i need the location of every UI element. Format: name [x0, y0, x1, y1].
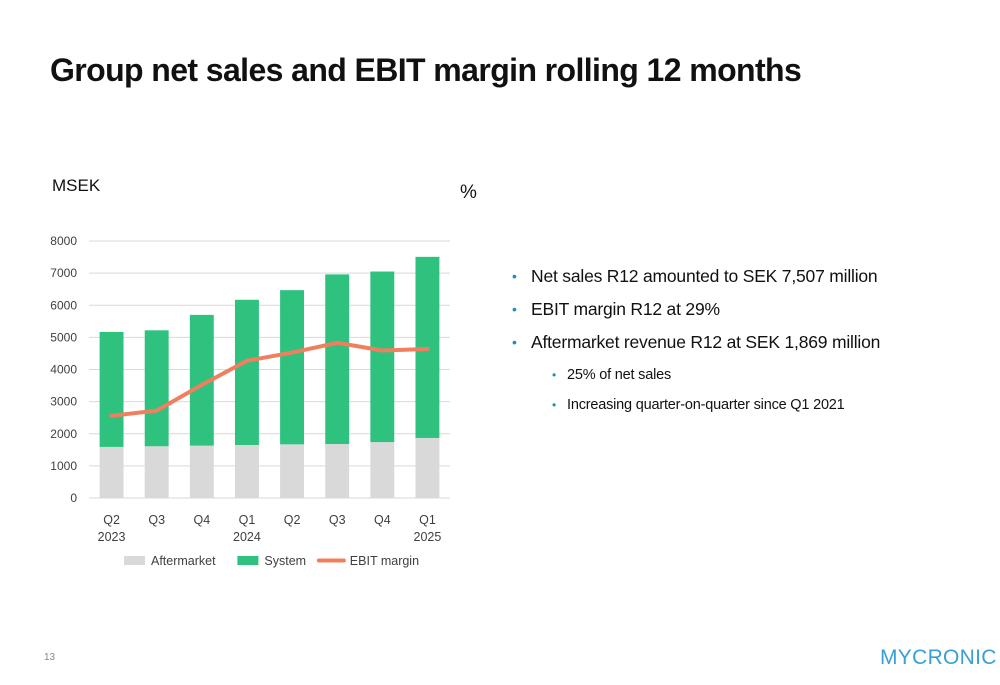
bar-aftermarket [280, 444, 305, 498]
bullet-text: 25% of net sales [567, 367, 672, 383]
y-tick-left: 2000 [50, 427, 77, 441]
y-tick-left: 6000 [50, 298, 77, 312]
y-tick-left: 4000 [50, 363, 77, 377]
bullet-ebit-margin: • EBIT margin R12 at 29% [512, 299, 880, 319]
legend-swatch-aftermarket [124, 556, 145, 565]
company-logo: MYCRONIC [880, 646, 997, 669]
y-tick-left: 7000 [50, 266, 77, 280]
sub-bullet-share: • 25% of net sales [552, 365, 880, 385]
bar-system [370, 271, 395, 443]
x-tick-label: Q1 [239, 513, 256, 527]
bullet-text: Net sales R12 amounted to SEK 7,507 mill… [531, 266, 878, 286]
right-axis-title: % [460, 182, 477, 203]
left-axis-title: MSEK [52, 176, 101, 195]
x-tick-year: 2025 [414, 530, 442, 544]
page-title: Group net sales and EBIT margin rolling … [50, 52, 802, 88]
legend-label: System [264, 554, 306, 568]
sales-ebit-chart: 0100020003000400050006000700080000510152… [50, 234, 450, 568]
x-tick-label: Q2 [103, 513, 120, 527]
bar-system [99, 331, 124, 447]
page-number: 13 [44, 652, 56, 663]
bar-system [325, 274, 350, 445]
ebit-margin-line [109, 340, 430, 418]
bullet-dot-icon: • [552, 398, 557, 412]
bar-aftermarket [189, 445, 214, 498]
bar-system [189, 314, 214, 446]
bar-system [280, 290, 305, 445]
y-tick-left: 5000 [50, 330, 77, 344]
bullet-dot-icon: • [512, 301, 517, 317]
legend-swatch-system [237, 556, 259, 565]
bullet-text: EBIT margin R12 at 29% [531, 299, 720, 319]
legend-label: EBIT margin [350, 554, 419, 568]
legend-label: Aftermarket [151, 554, 216, 568]
bullet-net-sales: • Net sales R12 amounted to SEK 7,507 mil… [512, 266, 880, 286]
bullet-text: Aftermarket revenue R12 at SEK 1,869 mil… [531, 332, 881, 352]
bullet-aftermarket-revenue: • Aftermarket revenue R12 at SEK 1,869 mi… [512, 332, 880, 352]
bar-aftermarket [144, 446, 169, 498]
key-points-list: • Net sales R12 amounted to SEK 7,507 mil… [512, 266, 880, 425]
bar-aftermarket [325, 444, 350, 498]
x-tick-label: Q3 [148, 513, 165, 527]
bar-system [144, 330, 169, 447]
bullet-dot-icon: • [512, 334, 517, 350]
x-tick-label: Q1 [419, 513, 436, 527]
bullet-text: Increasing quarter-on-quarter since Q1 2… [567, 397, 845, 413]
x-tick-label: Q4 [193, 513, 210, 527]
bullet-dot-icon: • [552, 368, 557, 382]
bar-system [234, 299, 259, 445]
bar-aftermarket [415, 437, 440, 498]
bar-aftermarket [370, 442, 395, 498]
bar-aftermarket [99, 446, 124, 498]
x-tick-year: 2023 [98, 530, 126, 544]
bar-aftermarket [234, 444, 259, 498]
y-tick-left: 8000 [50, 234, 77, 248]
x-tick-label: Q2 [284, 513, 301, 527]
x-tick-year: 2024 [233, 530, 261, 544]
x-tick-label: Q3 [329, 513, 346, 527]
sub-bullet-growth: • Increasing quarter-on-quarter since Q1 … [552, 395, 880, 415]
y-tick-left: 3000 [50, 395, 77, 409]
y-tick-left: 0 [70, 491, 77, 505]
x-tick-label: Q4 [374, 513, 391, 527]
y-tick-left: 1000 [50, 459, 77, 473]
bullet-dot-icon: • [512, 268, 517, 284]
